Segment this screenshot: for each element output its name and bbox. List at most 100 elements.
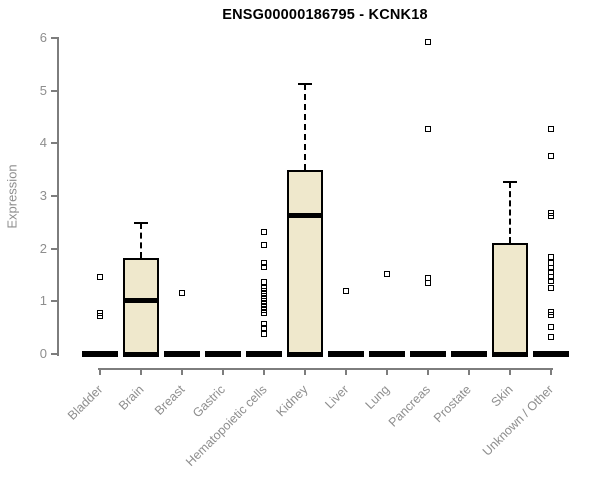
outlier-point bbox=[425, 39, 431, 46]
boxplot-box bbox=[287, 170, 323, 354]
y-axis-tick bbox=[51, 36, 57, 39]
outlier-point bbox=[548, 277, 554, 284]
outlier-point bbox=[261, 330, 267, 337]
x-axis-tick bbox=[99, 368, 101, 375]
boxplot-min-bar bbox=[246, 351, 282, 357]
x-axis-label: Bladder bbox=[64, 382, 106, 423]
boxplot-min-bar bbox=[451, 351, 487, 357]
outlier-point bbox=[261, 228, 267, 235]
boxplot-whisker bbox=[509, 181, 511, 243]
x-axis-label: Kidney bbox=[273, 382, 311, 420]
y-axis-tick-label: 2 bbox=[39, 240, 47, 256]
boxplot-box bbox=[492, 242, 528, 354]
outlier-point bbox=[548, 212, 554, 219]
y-axis-tick bbox=[51, 142, 57, 145]
outlier-point bbox=[384, 270, 390, 277]
boxplot-whisker bbox=[140, 222, 142, 258]
outlier-point bbox=[261, 291, 267, 298]
outlier-point bbox=[97, 274, 103, 281]
outlier-point bbox=[261, 241, 267, 248]
x-axis-tick bbox=[386, 368, 388, 375]
boxplot-min-bar bbox=[369, 351, 405, 357]
y-axis-tick-label: 5 bbox=[39, 82, 47, 98]
outlier-point bbox=[261, 304, 267, 311]
outlier-point bbox=[261, 297, 267, 304]
x-axis-label: Hematopoietic cells bbox=[182, 382, 270, 469]
y-axis-tick-label: 1 bbox=[39, 293, 47, 309]
x-axis-tick bbox=[468, 368, 470, 375]
boxplot-median bbox=[492, 352, 528, 357]
boxplot-median bbox=[123, 298, 159, 304]
boxplot-min-bar bbox=[164, 351, 200, 357]
boxplot-min-bar bbox=[328, 351, 364, 357]
outlier-point bbox=[261, 324, 267, 331]
outlier-point bbox=[548, 273, 554, 280]
outlier-point bbox=[261, 300, 267, 307]
outlier-point bbox=[261, 259, 267, 266]
y-axis-tick-label: 4 bbox=[39, 135, 47, 151]
x-axis-tick bbox=[181, 368, 183, 375]
boxplot-whisker bbox=[304, 84, 306, 171]
boxplot-median bbox=[287, 212, 323, 218]
boxplot-min-bar bbox=[205, 351, 241, 357]
boxplot-whisker-cap bbox=[134, 221, 148, 224]
y-axis-tick-label: 0 bbox=[39, 346, 47, 361]
x-axis-label: Brain bbox=[115, 382, 147, 413]
boxplot-min-bar bbox=[287, 351, 323, 357]
x-axis-label: Breast bbox=[151, 382, 188, 418]
outlier-point bbox=[343, 287, 349, 294]
x-axis-tick bbox=[550, 368, 552, 375]
outlier-point bbox=[548, 285, 554, 292]
boxplot-whisker-cap bbox=[503, 180, 517, 183]
x-axis-label: Prostate bbox=[431, 382, 475, 426]
x-axis-tick bbox=[509, 368, 511, 375]
outlier-point bbox=[261, 294, 267, 301]
outlier-point bbox=[425, 279, 431, 286]
outlier-point bbox=[548, 125, 554, 132]
y-axis-tick-label: 3 bbox=[39, 187, 47, 203]
outlier-point bbox=[548, 269, 554, 276]
y-axis-tick-label: 6 bbox=[39, 29, 47, 45]
outlier-point bbox=[179, 289, 185, 296]
outlier-point bbox=[261, 309, 267, 316]
x-axis-label: Lung bbox=[362, 382, 393, 412]
outlier-point bbox=[548, 308, 554, 315]
boxplot-whisker-cap bbox=[298, 83, 312, 86]
outlier-point bbox=[261, 285, 267, 292]
x-axis-label: Liver bbox=[322, 382, 352, 412]
x-axis-label: Pancreas bbox=[386, 382, 434, 430]
y-axis-tick bbox=[51, 89, 57, 92]
outlier-point bbox=[261, 320, 267, 327]
x-axis-label: Skin bbox=[488, 382, 516, 410]
x-axis-tick bbox=[263, 368, 265, 375]
outlier-point bbox=[548, 152, 554, 159]
y-axis-tick bbox=[51, 247, 57, 250]
x-axis-tick bbox=[427, 368, 429, 375]
outlier-point bbox=[97, 309, 103, 316]
outlier-point bbox=[548, 254, 554, 261]
boxplot-min-bar bbox=[533, 351, 569, 357]
outlier-point bbox=[261, 288, 267, 295]
x-axis-label: Unknown / Other bbox=[480, 382, 557, 459]
outlier-point bbox=[548, 312, 554, 318]
boxplot-box bbox=[123, 257, 159, 354]
y-axis-line bbox=[57, 37, 59, 356]
x-axis-tick bbox=[345, 368, 347, 375]
outlier-point bbox=[548, 209, 554, 216]
x-axis-tick bbox=[222, 368, 224, 375]
x-axis-tick bbox=[140, 368, 142, 375]
y-axis-tick bbox=[51, 353, 57, 355]
outlier-point bbox=[97, 313, 103, 320]
outlier-point bbox=[548, 324, 554, 331]
boxplot-min-bar bbox=[123, 351, 159, 357]
outlier-point bbox=[425, 125, 431, 132]
x-axis-tick bbox=[304, 368, 306, 375]
boxplot-min-bar bbox=[410, 351, 446, 357]
chart-title: ENSG00000186795 - KCNK18 bbox=[222, 7, 428, 23]
x-axis-line bbox=[98, 368, 553, 370]
outlier-point bbox=[261, 278, 267, 285]
y-axis-tick bbox=[51, 194, 57, 197]
boxplot-min-bar bbox=[82, 351, 118, 357]
